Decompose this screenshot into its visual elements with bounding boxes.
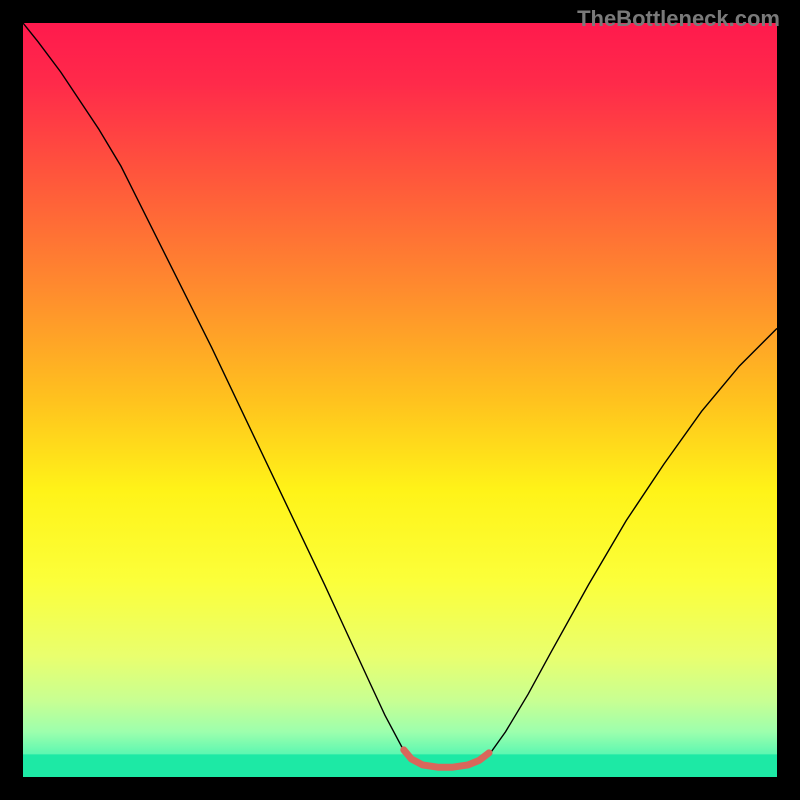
- gradient-background: [23, 23, 777, 777]
- watermark-text: TheBottleneck.com: [577, 6, 780, 32]
- plot-area: [23, 23, 777, 777]
- green-baseline-band: [23, 754, 777, 777]
- chart-container: TheBottleneck.com: [0, 0, 800, 800]
- bottleneck-curve-chart: [23, 23, 777, 777]
